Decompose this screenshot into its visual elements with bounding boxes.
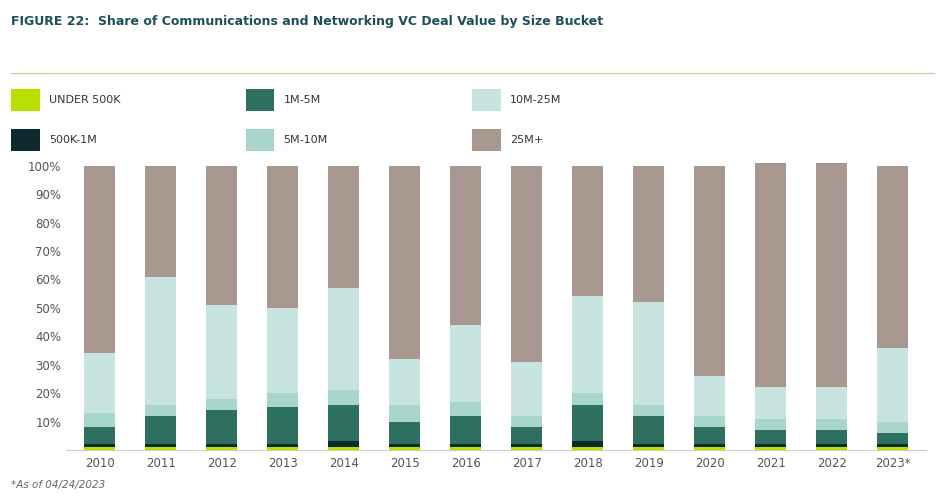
Bar: [511, 444, 541, 447]
Bar: [450, 402, 480, 416]
Bar: [267, 444, 297, 447]
Bar: [876, 447, 907, 450]
Bar: [754, 388, 785, 418]
Bar: [816, 430, 846, 444]
Bar: [632, 166, 663, 302]
Bar: [511, 362, 541, 416]
Bar: [694, 444, 724, 447]
Bar: [511, 447, 541, 450]
Bar: [389, 422, 419, 444]
Text: 500K-1M: 500K-1M: [49, 135, 97, 145]
Bar: [754, 444, 785, 447]
Bar: [206, 410, 237, 444]
Bar: [754, 163, 785, 388]
Text: 10M-25M: 10M-25M: [510, 95, 561, 105]
Bar: [754, 418, 785, 430]
Bar: [816, 388, 846, 418]
Bar: [145, 166, 176, 276]
Bar: [694, 428, 724, 444]
Bar: [145, 447, 176, 450]
Bar: [84, 444, 115, 447]
Text: 25M+: 25M+: [510, 135, 543, 145]
Bar: [694, 376, 724, 416]
Bar: [876, 444, 907, 447]
Bar: [572, 393, 602, 404]
Bar: [511, 166, 541, 362]
Bar: [754, 430, 785, 444]
Bar: [329, 447, 359, 450]
Bar: [206, 399, 237, 410]
Bar: [145, 444, 176, 447]
Bar: [329, 442, 359, 447]
Bar: [632, 447, 663, 450]
Bar: [84, 354, 115, 413]
Bar: [816, 447, 846, 450]
Bar: [145, 416, 176, 444]
Bar: [450, 325, 480, 402]
Bar: [450, 166, 480, 325]
Bar: [389, 444, 419, 447]
Bar: [206, 305, 237, 399]
Bar: [267, 393, 297, 407]
Bar: [694, 447, 724, 450]
Bar: [876, 433, 907, 444]
Bar: [572, 404, 602, 442]
Text: 1M-5M: 1M-5M: [283, 95, 320, 105]
Bar: [450, 416, 480, 444]
Text: 5M-10M: 5M-10M: [283, 135, 328, 145]
Bar: [267, 166, 297, 308]
Bar: [450, 444, 480, 447]
Bar: [511, 428, 541, 444]
Bar: [632, 404, 663, 416]
Bar: [572, 447, 602, 450]
Bar: [632, 302, 663, 404]
Bar: [145, 276, 176, 404]
Bar: [632, 444, 663, 447]
Bar: [206, 166, 237, 305]
Bar: [816, 163, 846, 388]
Bar: [329, 390, 359, 404]
Bar: [694, 166, 724, 376]
Bar: [267, 447, 297, 450]
Bar: [329, 166, 359, 288]
Bar: [389, 447, 419, 450]
Bar: [267, 408, 297, 445]
Bar: [267, 308, 297, 393]
Bar: [389, 404, 419, 421]
Bar: [572, 166, 602, 296]
Bar: [694, 416, 724, 428]
Bar: [84, 413, 115, 428]
Bar: [511, 416, 541, 428]
Bar: [876, 166, 907, 348]
Text: FIGURE 22:  Share of Communications and Networking VC Deal Value by Size Bucket: FIGURE 22: Share of Communications and N…: [11, 15, 603, 28]
Bar: [206, 447, 237, 450]
Bar: [754, 447, 785, 450]
Bar: [329, 404, 359, 442]
Bar: [206, 444, 237, 447]
Bar: [876, 348, 907, 422]
Bar: [329, 288, 359, 390]
Bar: [389, 359, 419, 405]
Bar: [84, 166, 115, 354]
Bar: [84, 447, 115, 450]
Bar: [572, 442, 602, 447]
Text: UNDER 500K: UNDER 500K: [49, 95, 121, 105]
Bar: [816, 444, 846, 447]
Bar: [389, 166, 419, 359]
Bar: [145, 404, 176, 416]
Text: *As of 04/24/2023: *As of 04/24/2023: [11, 480, 106, 490]
Bar: [572, 296, 602, 393]
Bar: [450, 447, 480, 450]
Bar: [84, 428, 115, 444]
Bar: [632, 416, 663, 444]
Bar: [816, 418, 846, 430]
Bar: [876, 422, 907, 433]
